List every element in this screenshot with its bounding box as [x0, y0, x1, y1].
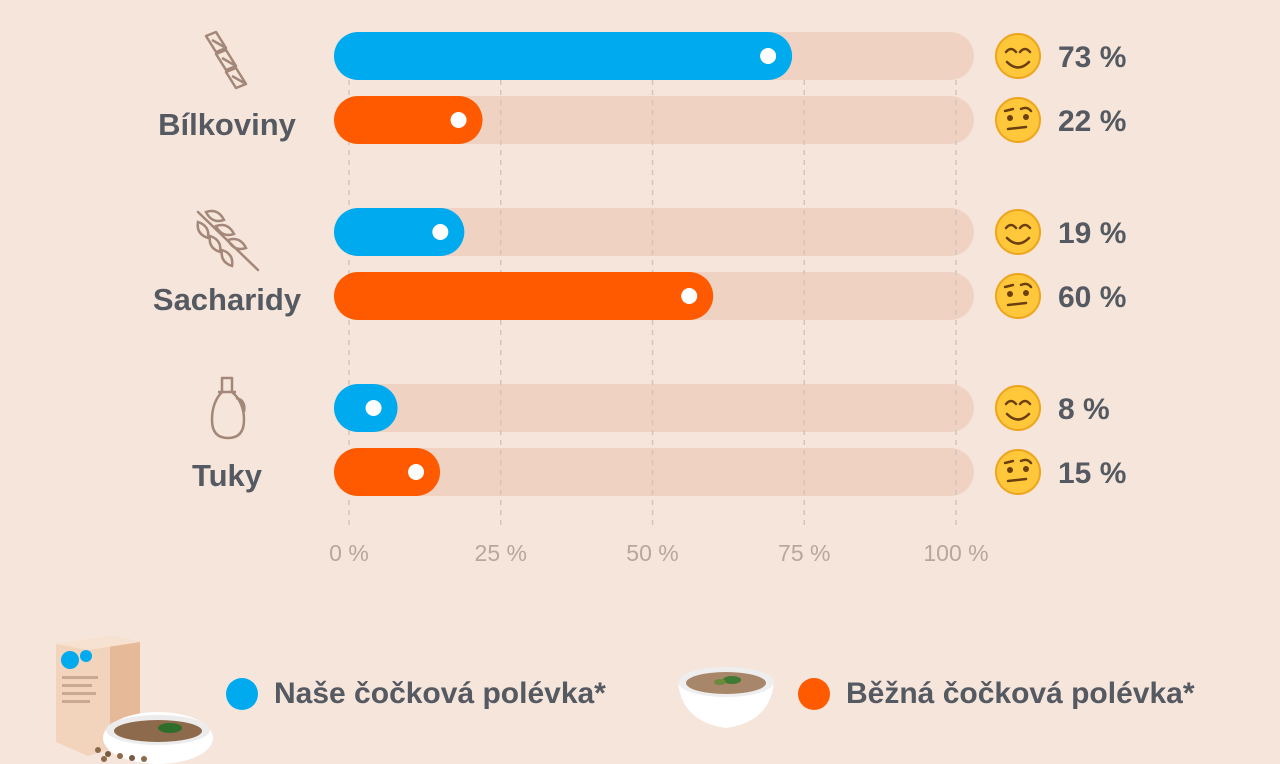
- pasta-icon: [204, 30, 248, 90]
- tick-label: 75 %: [778, 540, 830, 566]
- smiling-face-icon: [995, 209, 1041, 255]
- category-label: Bílkoviny: [158, 107, 297, 142]
- bar-ours: [334, 208, 465, 256]
- bar-end-dot: [681, 288, 698, 304]
- oil-bottle-icon: [210, 376, 246, 440]
- value-label: 8 %: [1058, 393, 1110, 426]
- category-label: Sacharidy: [153, 282, 302, 317]
- value-label: 19 %: [1058, 217, 1126, 250]
- raised-eyebrow-face-icon: [995, 97, 1041, 143]
- tick-label: 50 %: [626, 540, 678, 566]
- bar-regular: [334, 96, 483, 144]
- bar-end-dot: [450, 112, 467, 128]
- bar-track: [334, 208, 974, 256]
- tick-label: 25 %: [475, 540, 527, 566]
- smiling-face-icon: [995, 385, 1041, 431]
- value-label: 15 %: [1058, 457, 1126, 490]
- bar-end-dot: [760, 48, 777, 64]
- bar-track: [334, 384, 974, 432]
- value-label: 73 %: [1058, 41, 1126, 74]
- bar-regular: [334, 272, 714, 320]
- value-label: 60 %: [1058, 281, 1126, 314]
- bar-end-dot: [408, 464, 425, 480]
- wheat-icon: [196, 209, 260, 272]
- raised-eyebrow-face-icon: [995, 273, 1041, 319]
- bar-track: [334, 448, 974, 496]
- smiling-face-icon: [995, 33, 1041, 79]
- value-label: 22 %: [1058, 105, 1126, 138]
- tick-label: 0 %: [329, 540, 369, 566]
- bar-track: [334, 96, 974, 144]
- raised-eyebrow-face-icon: [995, 449, 1041, 495]
- bar-end-dot: [365, 400, 382, 416]
- tick-label: 100 %: [923, 540, 988, 566]
- bar-end-dot: [432, 224, 449, 240]
- bar-regular: [334, 448, 441, 496]
- bar-ours: [334, 32, 793, 80]
- category-label: Tuky: [192, 458, 263, 493]
